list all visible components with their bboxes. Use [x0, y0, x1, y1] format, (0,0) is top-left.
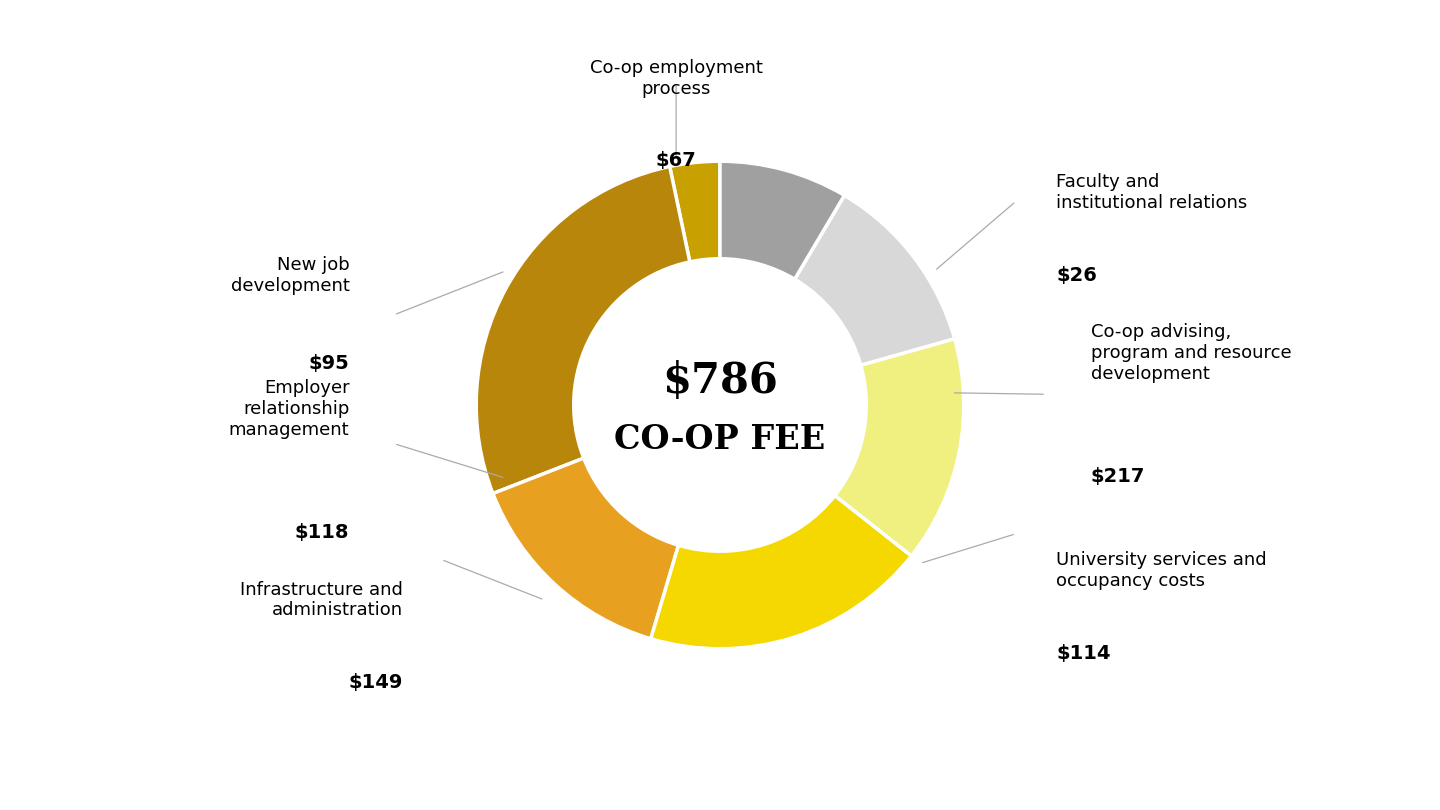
Text: University services and
occupancy costs: University services and occupancy costs [1057, 552, 1267, 590]
Text: New job
development: New job development [230, 256, 350, 295]
Wedge shape [835, 339, 963, 556]
Text: $95: $95 [308, 354, 350, 373]
Text: Co-op employment
process: Co-op employment process [590, 59, 763, 98]
Wedge shape [720, 161, 844, 279]
Wedge shape [795, 195, 955, 365]
Wedge shape [651, 496, 912, 649]
Wedge shape [670, 161, 720, 262]
Text: Employer
relationship
management: Employer relationship management [229, 379, 350, 439]
Text: CO-OP FEE: CO-OP FEE [615, 423, 825, 456]
Text: $67: $67 [655, 151, 697, 170]
Wedge shape [492, 458, 678, 639]
Text: $786: $786 [662, 360, 778, 402]
Text: $26: $26 [1057, 266, 1097, 285]
Text: Co-op advising,
program and resource
development: Co-op advising, program and resource dev… [1090, 323, 1292, 383]
Text: Infrastructure and
administration: Infrastructure and administration [240, 581, 403, 620]
Wedge shape [477, 167, 690, 493]
Text: $118: $118 [295, 523, 350, 542]
Text: Faculty and
institutional relations: Faculty and institutional relations [1057, 173, 1247, 212]
Text: $217: $217 [1090, 467, 1145, 486]
Text: $149: $149 [348, 673, 403, 693]
Text: $114: $114 [1057, 644, 1110, 663]
